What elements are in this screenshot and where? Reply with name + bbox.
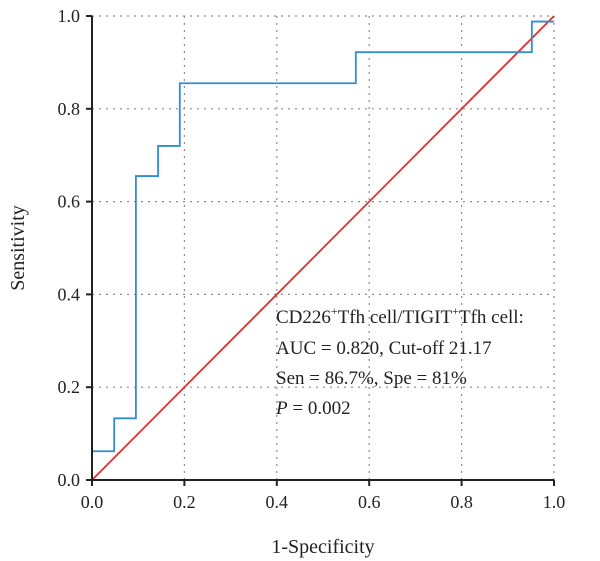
y-axis-title: Sensitivity	[7, 205, 29, 291]
annotation-line-2: AUC = 0.820, Cut-off 21.17	[276, 338, 492, 359]
annotation-line-1-prefix: CD226	[276, 307, 331, 328]
annotation-line-1-mid: Tfh cell/TIGIT	[338, 307, 453, 328]
annotation-line-1: CD226+Tfh cell/TIGIT+Tfh cell:	[276, 304, 524, 328]
annotation-line-4: P = 0.002	[275, 398, 351, 419]
x-axis-title: 1-Specificity	[271, 536, 374, 558]
x-tick-label: 0.4	[266, 492, 289, 512]
y-tick-label: 0.0	[58, 470, 81, 490]
y-tick-label: 0.2	[58, 377, 81, 397]
y-tick-label: 0.6	[58, 192, 81, 212]
y-tick-label: 0.8	[58, 99, 81, 119]
annotation-line-3: Sen = 86.7%, Spe = 81%	[276, 368, 467, 389]
x-tick-label: 0.6	[358, 492, 381, 512]
y-tick-label: 0.4	[58, 284, 81, 304]
x-tick-label: 0.8	[450, 492, 473, 512]
x-tick-label: 1.0	[543, 492, 566, 512]
annotation-line-1-suffix: Tfh cell:	[459, 307, 524, 328]
annotation: CD226+Tfh cell/TIGIT+Tfh cell: AUC = 0.8…	[275, 304, 524, 419]
x-tick-label: 0.2	[173, 492, 196, 512]
x-tick-label: 0.0	[81, 492, 104, 512]
annotation-p-value: = 0.002	[288, 398, 351, 419]
y-tick-label: 1.0	[58, 6, 81, 26]
annotation-p-italic: P	[275, 398, 288, 419]
